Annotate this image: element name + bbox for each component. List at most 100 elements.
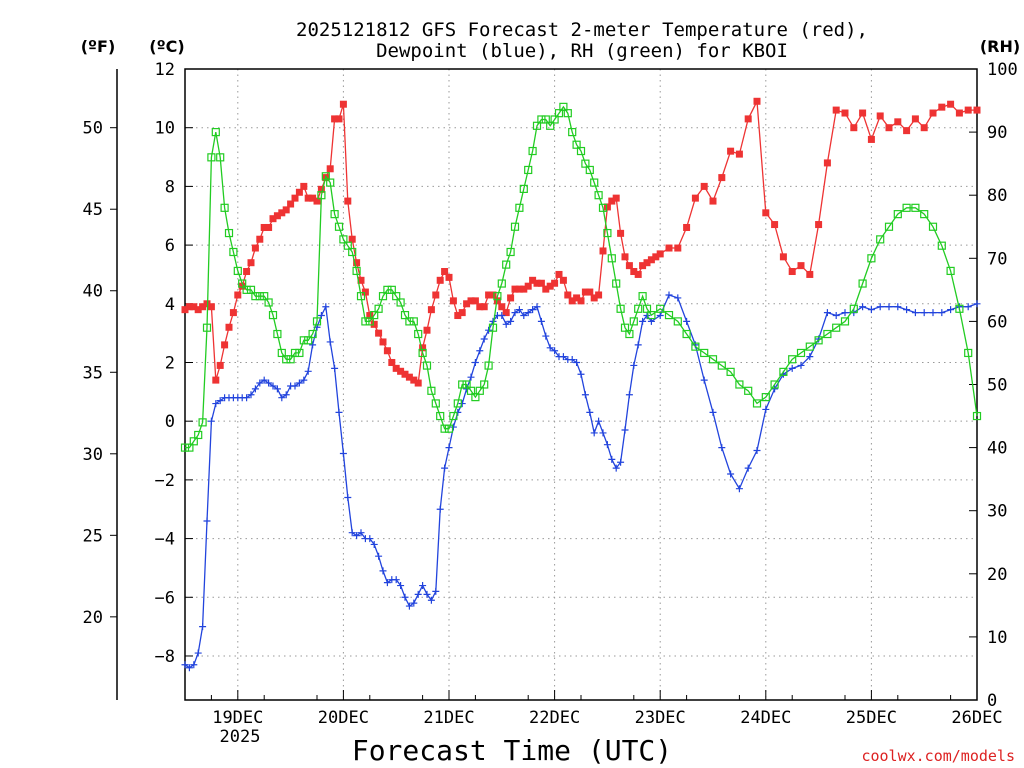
x-tick-label: 20DEC	[318, 708, 369, 728]
rh-point	[449, 411, 458, 421]
dewpoint-point	[401, 593, 409, 601]
dewpoint-point	[379, 567, 387, 575]
dewpoint-point	[366, 535, 374, 543]
temp-point	[955, 109, 963, 117]
rh-point	[387, 285, 396, 294]
temp-point	[414, 379, 422, 387]
temp-point	[458, 309, 466, 317]
fahrenheit-tick-label: 20	[83, 608, 103, 628]
rh-point	[849, 304, 858, 313]
temp-point	[291, 194, 299, 202]
rh-point	[431, 399, 440, 408]
rh-point	[920, 210, 929, 219]
temp-point	[419, 344, 427, 352]
rh-tick-label: 20	[987, 565, 1007, 585]
rh-point	[691, 342, 700, 351]
dewpoint-point	[449, 423, 457, 431]
dewpoint-point	[634, 341, 642, 349]
temp-point	[555, 270, 563, 278]
dewpoint-point	[247, 391, 255, 399]
rh-point	[493, 292, 502, 301]
celsius-tick-label: −8	[155, 647, 175, 667]
temp-point	[652, 253, 660, 261]
dewpoint-point	[973, 300, 981, 308]
x-tick-label: 23DEC	[635, 708, 686, 728]
temp-point	[212, 376, 220, 384]
dewpoint-point	[405, 602, 413, 610]
dewpoint-point	[291, 382, 299, 390]
rh-point	[427, 386, 436, 395]
celsius-tick-label: −2	[155, 471, 175, 491]
temp-point	[238, 282, 246, 290]
dewpoint-point	[397, 582, 405, 590]
celsius-tick-label: 6	[165, 236, 175, 256]
temp-point	[938, 103, 946, 111]
rh-tick-label: 10	[987, 628, 1007, 648]
dewpoint-point	[383, 579, 391, 587]
rh-point	[352, 266, 361, 276]
rh-point	[770, 380, 779, 389]
dewpoint-point	[251, 385, 259, 393]
rh-point	[550, 115, 559, 124]
rh-point	[224, 228, 234, 238]
rh-point	[642, 304, 652, 313]
rh-point	[216, 153, 225, 162]
dewpoint-point	[458, 400, 466, 408]
rh-point	[304, 336, 313, 345]
rh-point	[625, 329, 634, 339]
rh-point	[462, 380, 471, 389]
temp-point	[392, 364, 400, 372]
celsius-tick-label: 2	[165, 353, 175, 373]
dewpoint-point	[480, 335, 488, 343]
dewpoint-point	[212, 400, 220, 408]
dewpoint-point	[326, 338, 334, 346]
temp-point	[436, 276, 444, 284]
celsius-tick-label: 10	[155, 119, 175, 139]
celsius-unit-label: (ºC)	[149, 37, 184, 56]
celsius-tick-label: 0	[165, 412, 175, 432]
rh-point	[378, 292, 388, 301]
dewpoint-point	[344, 493, 352, 501]
temp-point	[410, 376, 418, 384]
dewpoint-point	[903, 306, 911, 314]
dewpoint-point	[357, 529, 365, 537]
rh-line	[185, 105, 978, 449]
dewpoint-point	[498, 312, 506, 320]
dewpoint-point	[568, 356, 576, 364]
rh-point	[321, 172, 330, 181]
dewpoint-point	[542, 332, 550, 340]
dewpoint-point	[216, 397, 224, 405]
rh-point	[805, 342, 814, 351]
temp-point	[665, 244, 673, 252]
temp-point	[361, 288, 369, 296]
temp-point	[727, 147, 735, 155]
rh-point	[585, 165, 594, 175]
dewpoint-point	[353, 532, 361, 540]
dewpoint-point	[295, 379, 303, 387]
temp-point	[507, 294, 515, 302]
temp-point	[788, 268, 796, 276]
temp-point	[199, 303, 207, 311]
temp-point	[256, 235, 264, 243]
rh-point	[480, 380, 489, 389]
rh-point	[290, 348, 300, 358]
dewpoint-point	[709, 408, 717, 416]
dewpoint-point	[608, 455, 616, 463]
dewpoint-point	[256, 379, 264, 387]
temp-point	[463, 300, 471, 308]
temp-point	[599, 247, 607, 255]
rh-point	[594, 191, 603, 200]
temp-point	[617, 229, 625, 237]
dewpoint-point	[621, 426, 629, 434]
rh-point	[484, 361, 493, 370]
dewpoint-point	[300, 376, 308, 384]
rh-point	[348, 247, 357, 257]
rh-point	[537, 115, 546, 124]
temp-point	[823, 159, 831, 167]
temp-point	[234, 291, 242, 299]
temp-point	[229, 309, 237, 317]
dewpoint-point	[788, 364, 796, 372]
dewpoint-point	[911, 309, 919, 317]
temp-point	[529, 276, 537, 284]
